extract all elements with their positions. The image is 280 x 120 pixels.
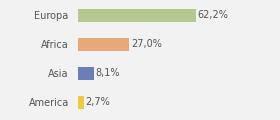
Bar	[78, 96, 83, 109]
Text: 62,2%: 62,2%	[197, 10, 228, 20]
Bar	[78, 9, 196, 22]
Bar	[78, 38, 129, 51]
Text: 2,7%: 2,7%	[85, 97, 110, 107]
Text: 8,1%: 8,1%	[95, 68, 120, 78]
Text: 27,0%: 27,0%	[131, 39, 162, 49]
Bar	[78, 67, 94, 80]
